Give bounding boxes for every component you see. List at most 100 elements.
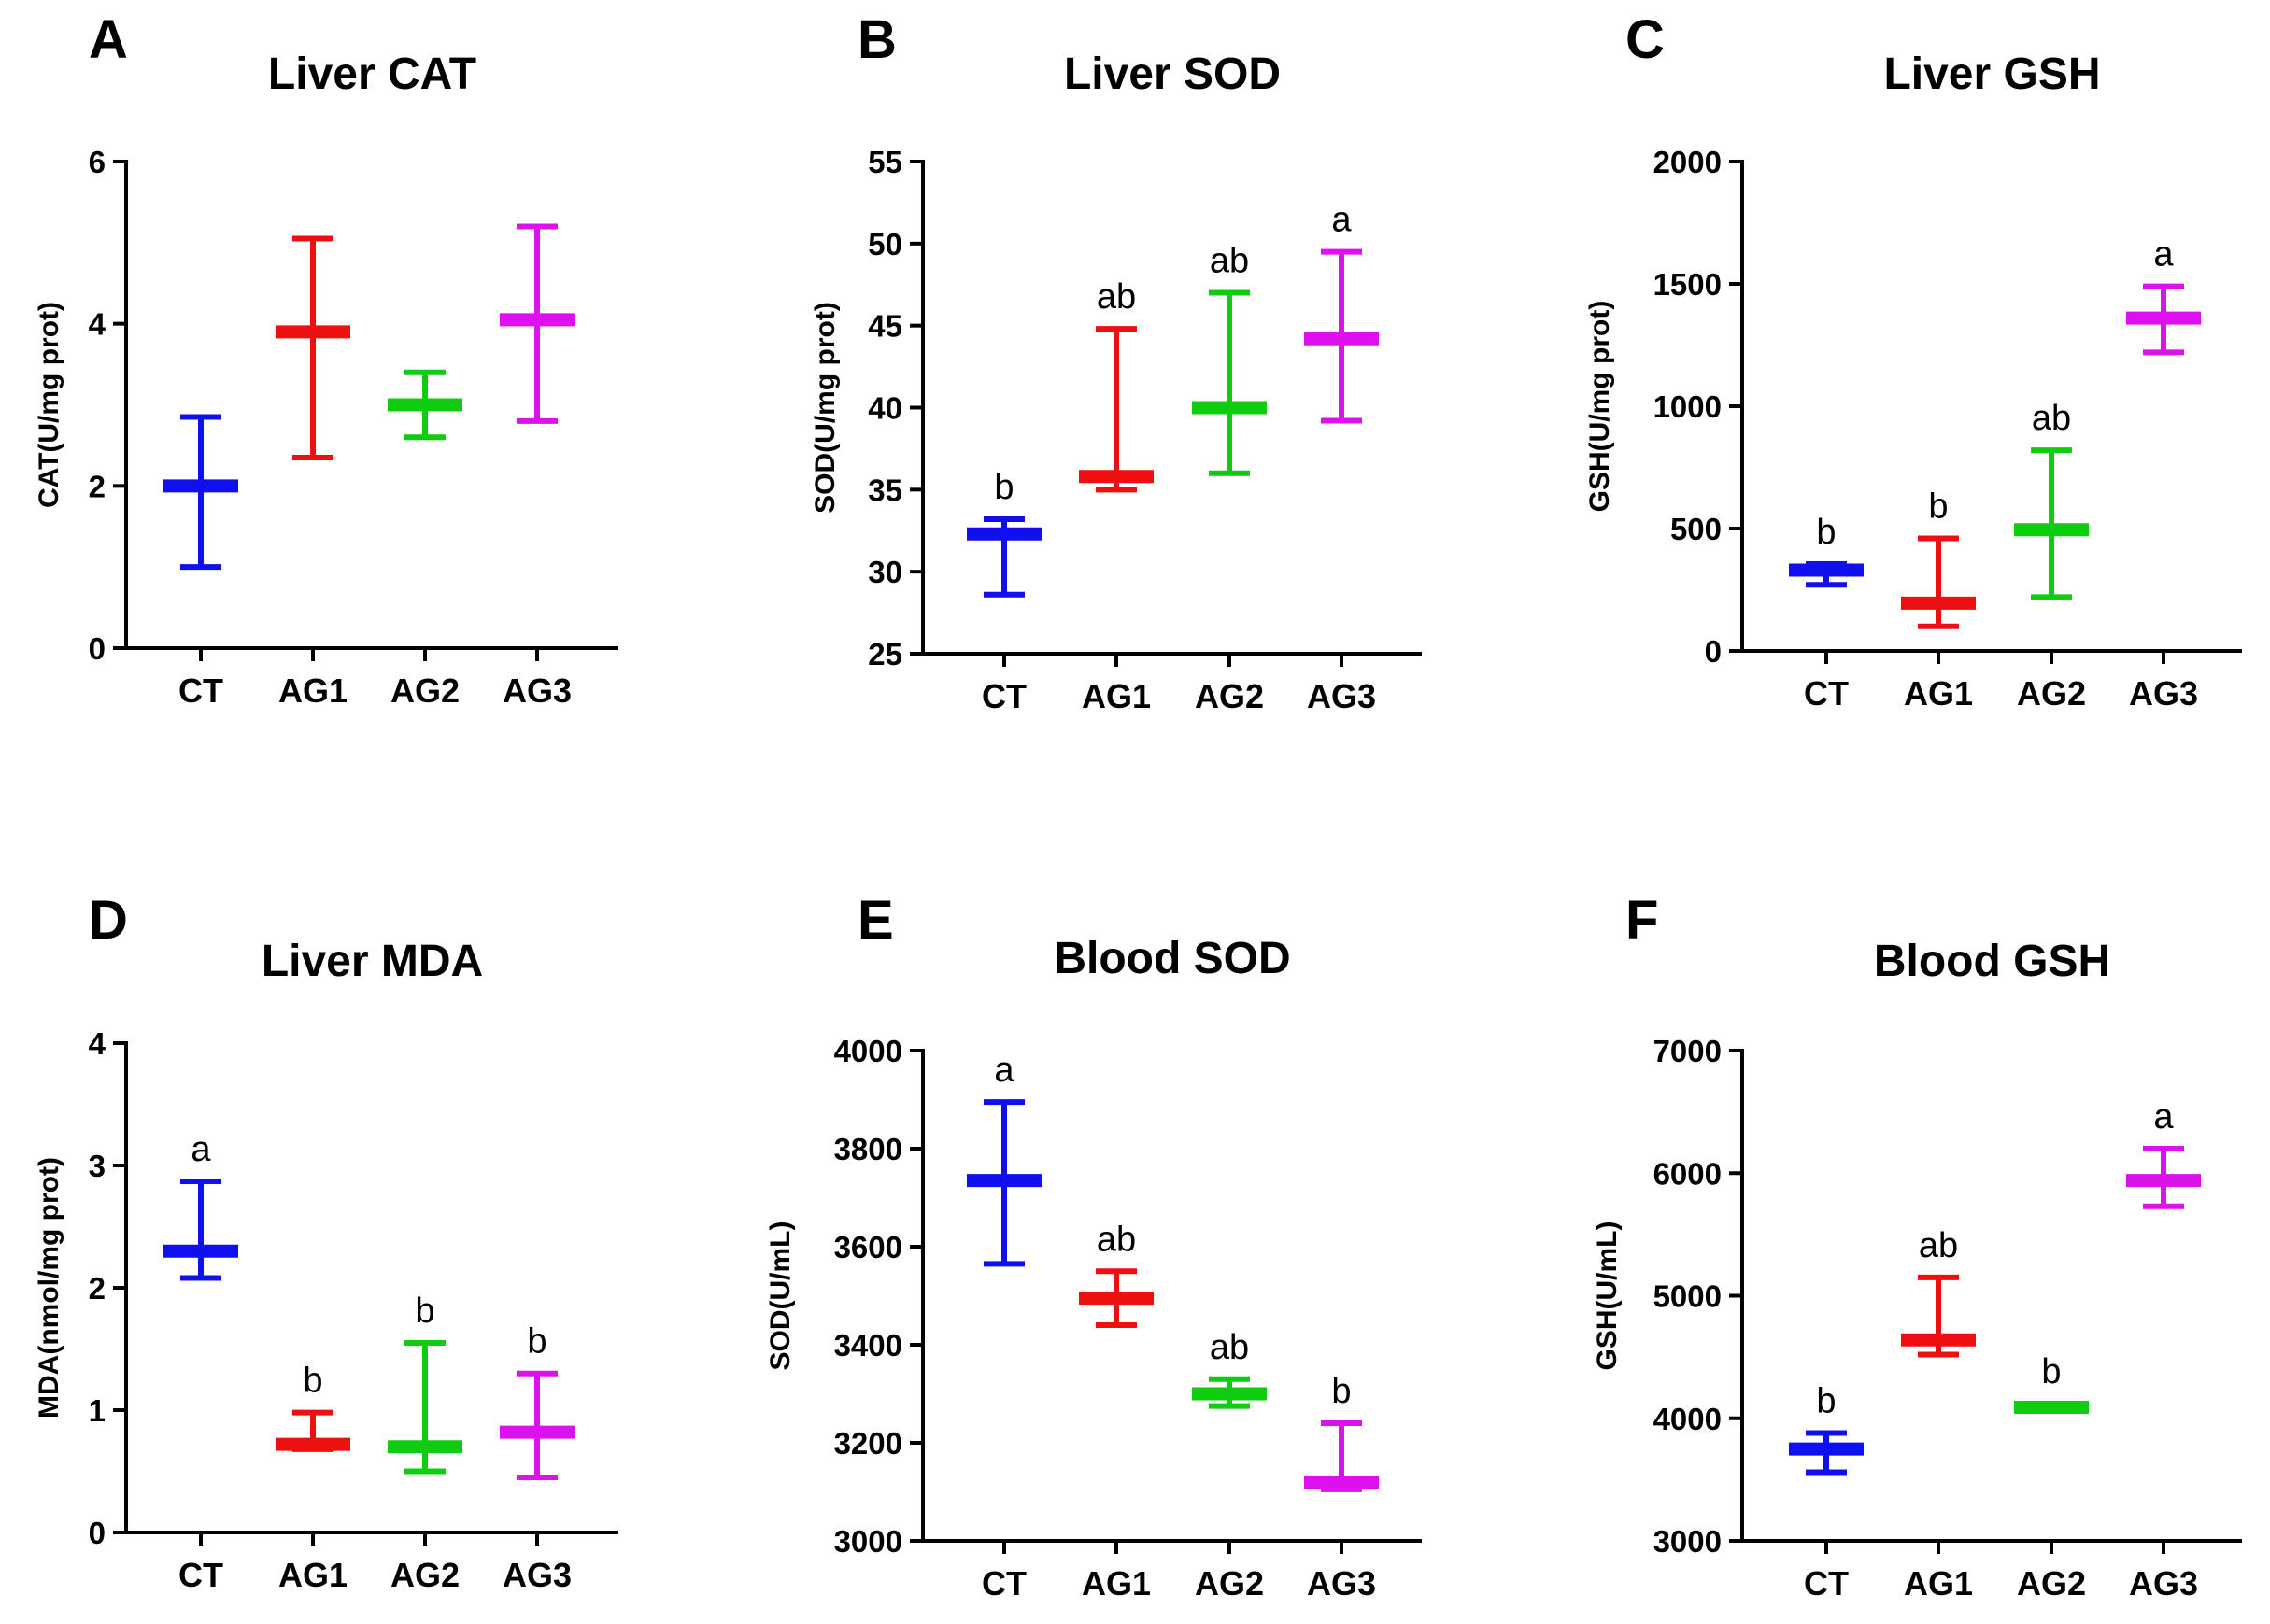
errorbar-ct	[163, 414, 238, 571]
y-tick-label: 2	[89, 1271, 106, 1306]
y-tick-label: 2	[89, 469, 106, 503]
significance-label: b	[1816, 1382, 1836, 1421]
significance-label: b	[1928, 487, 1948, 526]
y-tick-label: 500	[1670, 512, 1722, 546]
errorbar-ag2	[388, 1339, 462, 1475]
x-tick-label: AG1	[278, 671, 348, 710]
y-axis-label: MDA(nmol/mg prot)	[34, 1157, 64, 1419]
y-tick-label: 50	[868, 227, 902, 261]
significance-label: a	[2153, 1097, 2174, 1137]
x-tick-label: CT	[982, 1564, 1027, 1603]
chart-panel-e: E Blood SOD 3000 3200 3400 3600 3800 4000 SOD(U/…	[765, 890, 1422, 1603]
y-tick-label: 6000	[1653, 1156, 1722, 1191]
x-tick-label: AG1	[1082, 1564, 1151, 1603]
y-tick-label: 1500	[1653, 267, 1722, 302]
y-tick-label: 1	[89, 1393, 106, 1428]
y-tick-label: 35	[868, 473, 902, 507]
y-tick-label: 3600	[834, 1230, 902, 1264]
x-tick-label: CT	[1804, 674, 1849, 713]
errorbar-ag3	[1304, 1420, 1379, 1492]
y-tick-label: 3200	[834, 1426, 902, 1461]
x-tick-label: CT	[178, 1556, 223, 1594]
errorbar-ag1	[1079, 1268, 1154, 1328]
significance-label: ab	[1097, 1220, 1136, 1259]
x-tick-label: AG3	[1307, 1564, 1376, 1603]
y-axis-label: GSH(U/mg prot)	[1584, 301, 1615, 513]
significance-label: a	[2153, 235, 2174, 275]
x-tick-label: AG2	[390, 1556, 460, 1594]
x-tick-label: AG2	[390, 671, 460, 710]
y-tick-label: 2000	[1653, 145, 1722, 179]
x-tick-label: AG2	[2017, 1564, 2086, 1603]
y-tick-label: 3800	[834, 1132, 902, 1166]
significance-label: a	[191, 1130, 211, 1169]
y-tick-label: 1000	[1653, 389, 1722, 424]
significance-label: b	[527, 1322, 546, 1362]
significance-label: b	[2041, 1352, 2061, 1391]
y-tick-label: 3000	[834, 1524, 902, 1559]
y-tick-label: 3	[89, 1149, 106, 1183]
significance-label: ab	[1919, 1226, 1958, 1265]
errorbar-ag2	[1192, 1376, 1267, 1409]
significance-label: b	[1331, 1372, 1351, 1411]
significance-label: ab	[1097, 277, 1136, 317]
y-tick-label: 4000	[834, 1034, 902, 1068]
significance-label: a	[1331, 201, 1352, 240]
errorbar-ag1	[1901, 535, 1976, 629]
x-tick-label: AG2	[1195, 1564, 1264, 1603]
significance-label: a	[994, 1051, 1014, 1090]
x-tick-label: AG1	[278, 1556, 348, 1594]
x-tick-label: AG1	[1082, 677, 1151, 715]
x-tick-label: CT	[178, 671, 223, 710]
chart-panel-f: F Blood GSH 3000 4000 5000 6000 7000 GSH(U/mL) C…	[1592, 890, 2242, 1603]
significance-label: ab	[1210, 1328, 1249, 1367]
y-tick-label: 7000	[1653, 1034, 1722, 1068]
errorbar-ct	[967, 515, 1042, 598]
x-tick-label: AG3	[503, 671, 572, 710]
y-axis-label: GSH(U/mL)	[1592, 1222, 1623, 1371]
errorbar-ag1	[1901, 1274, 1976, 1358]
x-tick-label: CT	[1804, 1564, 1849, 1603]
errorbar-ag3	[500, 1370, 575, 1481]
errorbar-ct	[967, 1099, 1042, 1267]
significance-label: b	[1816, 513, 1836, 552]
y-tick-label: 5000	[1653, 1279, 1722, 1314]
chart-panel-a: A Liver CAT 0 2 4 6 CAT(U/mg prot) CT AG1 AG2 AG3	[34, 9, 618, 710]
errorbar-ag1	[276, 235, 350, 460]
x-tick-label: AG1	[1904, 674, 1973, 713]
panel-letter: B	[858, 9, 897, 70]
y-tick-label: 4	[89, 307, 106, 342]
x-tick-label: AG3	[2129, 674, 2198, 713]
significance-label: b	[303, 1362, 322, 1401]
y-tick-label: 25	[868, 637, 902, 671]
y-tick-label: 0	[1705, 634, 1722, 669]
y-tick-label: 30	[868, 555, 902, 589]
y-axis-label: SOD(U/mg prot)	[810, 302, 841, 514]
errorbar-ag2	[1192, 289, 1267, 476]
y-tick-label: 0	[89, 631, 106, 666]
errorbar-ag3	[1304, 248, 1379, 424]
panel-letter: A	[89, 9, 128, 70]
y-tick-label: 3000	[1653, 1524, 1722, 1559]
significance-label: ab	[1210, 242, 1249, 281]
y-tick-label: 55	[868, 145, 902, 179]
panel-letter: F	[1625, 890, 1658, 951]
y-tick-label: 40	[868, 391, 902, 426]
chart-title: Blood GSH	[1874, 937, 2110, 986]
y-tick-label: 6	[89, 145, 106, 179]
chart-title: Liver MDA	[262, 937, 483, 986]
chart-panel-b: B Liver SOD 25 30 35 40 45 50 55 SOD(U/mg prot) CT…	[810, 9, 1422, 715]
x-tick-label: CT	[982, 677, 1027, 715]
chart-title: Liver GSH	[1883, 49, 2100, 99]
x-tick-label: AG3	[1307, 677, 1376, 715]
x-tick-label: AG3	[503, 1556, 572, 1594]
x-tick-label: AG3	[2129, 1564, 2198, 1603]
y-tick-label: 3400	[834, 1328, 902, 1363]
y-axis-label: SOD(U/mL)	[765, 1222, 796, 1371]
x-tick-label: AG2	[1195, 677, 1264, 715]
chart-title: Liver CAT	[268, 49, 476, 99]
errorbar-ct	[163, 1179, 238, 1281]
errorbar-ag3	[2126, 1146, 2201, 1209]
y-axis-label: CAT(U/mg prot)	[34, 302, 64, 508]
